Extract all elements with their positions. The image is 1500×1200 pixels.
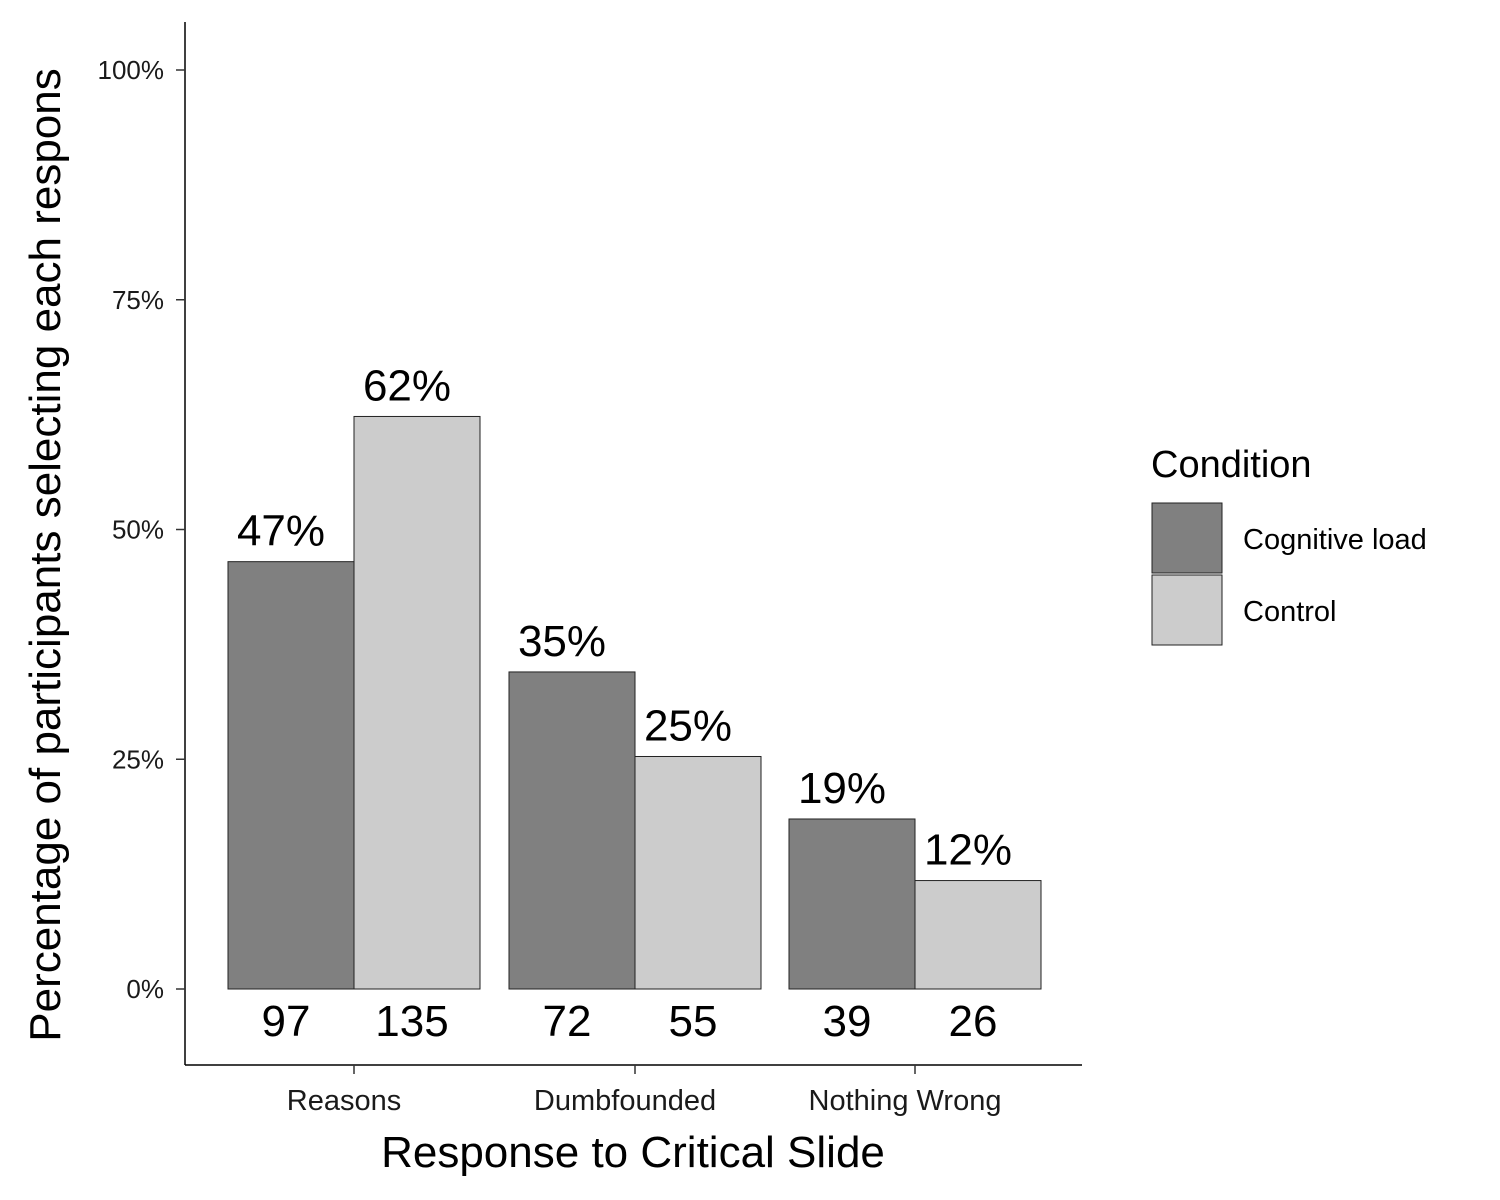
legend-items: Cognitive load Control xyxy=(1151,502,1427,646)
legend-swatch xyxy=(1151,502,1223,574)
y-tick-label: 50% xyxy=(112,515,164,545)
bar-percent-label: 19% xyxy=(798,764,886,813)
bar-count-label: 97 xyxy=(262,997,311,1046)
legend-label: Control xyxy=(1243,596,1337,628)
bar-percent-label: 25% xyxy=(644,701,732,750)
x-tick-label: Dumbfounded xyxy=(534,1085,716,1117)
legend-label: Cognitive load xyxy=(1243,524,1427,556)
legend-title: Condition xyxy=(1151,444,1312,486)
y-tick-label: 100% xyxy=(98,55,165,85)
x-tick-label: Reasons xyxy=(287,1085,401,1117)
legend-swatch xyxy=(1151,574,1223,646)
bar-count-label: 135 xyxy=(375,997,448,1046)
y-tick-label: 0% xyxy=(126,974,164,1004)
bar-count-label: 26 xyxy=(949,997,998,1046)
y-ticks: 0% 25% 50% 75% 100% xyxy=(98,55,185,1004)
bar-reasons-cognitive-load xyxy=(227,561,355,990)
bar-nothing-wrong-cognitive-load xyxy=(788,818,916,990)
bar-dumbfounded-cognitive-load xyxy=(508,671,636,990)
bar-nothing-wrong-control xyxy=(914,880,1042,990)
x-tick-label: Nothing Wrong xyxy=(809,1085,1002,1117)
y-tick-label: 75% xyxy=(112,285,164,315)
bar-count-label: 39 xyxy=(823,997,872,1046)
bar-reasons-control xyxy=(353,415,481,990)
axes-layer xyxy=(184,22,1082,1066)
bar-percent-label: 35% xyxy=(518,617,606,666)
bar-count-label: 72 xyxy=(543,997,592,1046)
bar-percent-label: 12% xyxy=(924,826,1012,875)
legend: Condition Cognitive load Control xyxy=(1151,444,1427,646)
bar-percent-label: 62% xyxy=(363,361,451,410)
y-tick-label: 25% xyxy=(112,744,164,774)
labels-layer: 47% 97 62% 135 35% 72 25% 55 19% 39 12% 26 xyxy=(237,361,1012,1046)
x-axis-title: Response to Critical Slide xyxy=(381,1128,885,1177)
bar-count-label: 55 xyxy=(669,997,718,1046)
y-axis-title: Percentage of participants selecting eac… xyxy=(21,68,70,1041)
x-ticks: Reasons Dumbfounded Nothing Wrong xyxy=(287,1065,1002,1117)
bars-layer xyxy=(227,415,1042,990)
bar-dumbfounded-control xyxy=(634,755,762,990)
bar-percent-label: 47% xyxy=(237,507,325,556)
